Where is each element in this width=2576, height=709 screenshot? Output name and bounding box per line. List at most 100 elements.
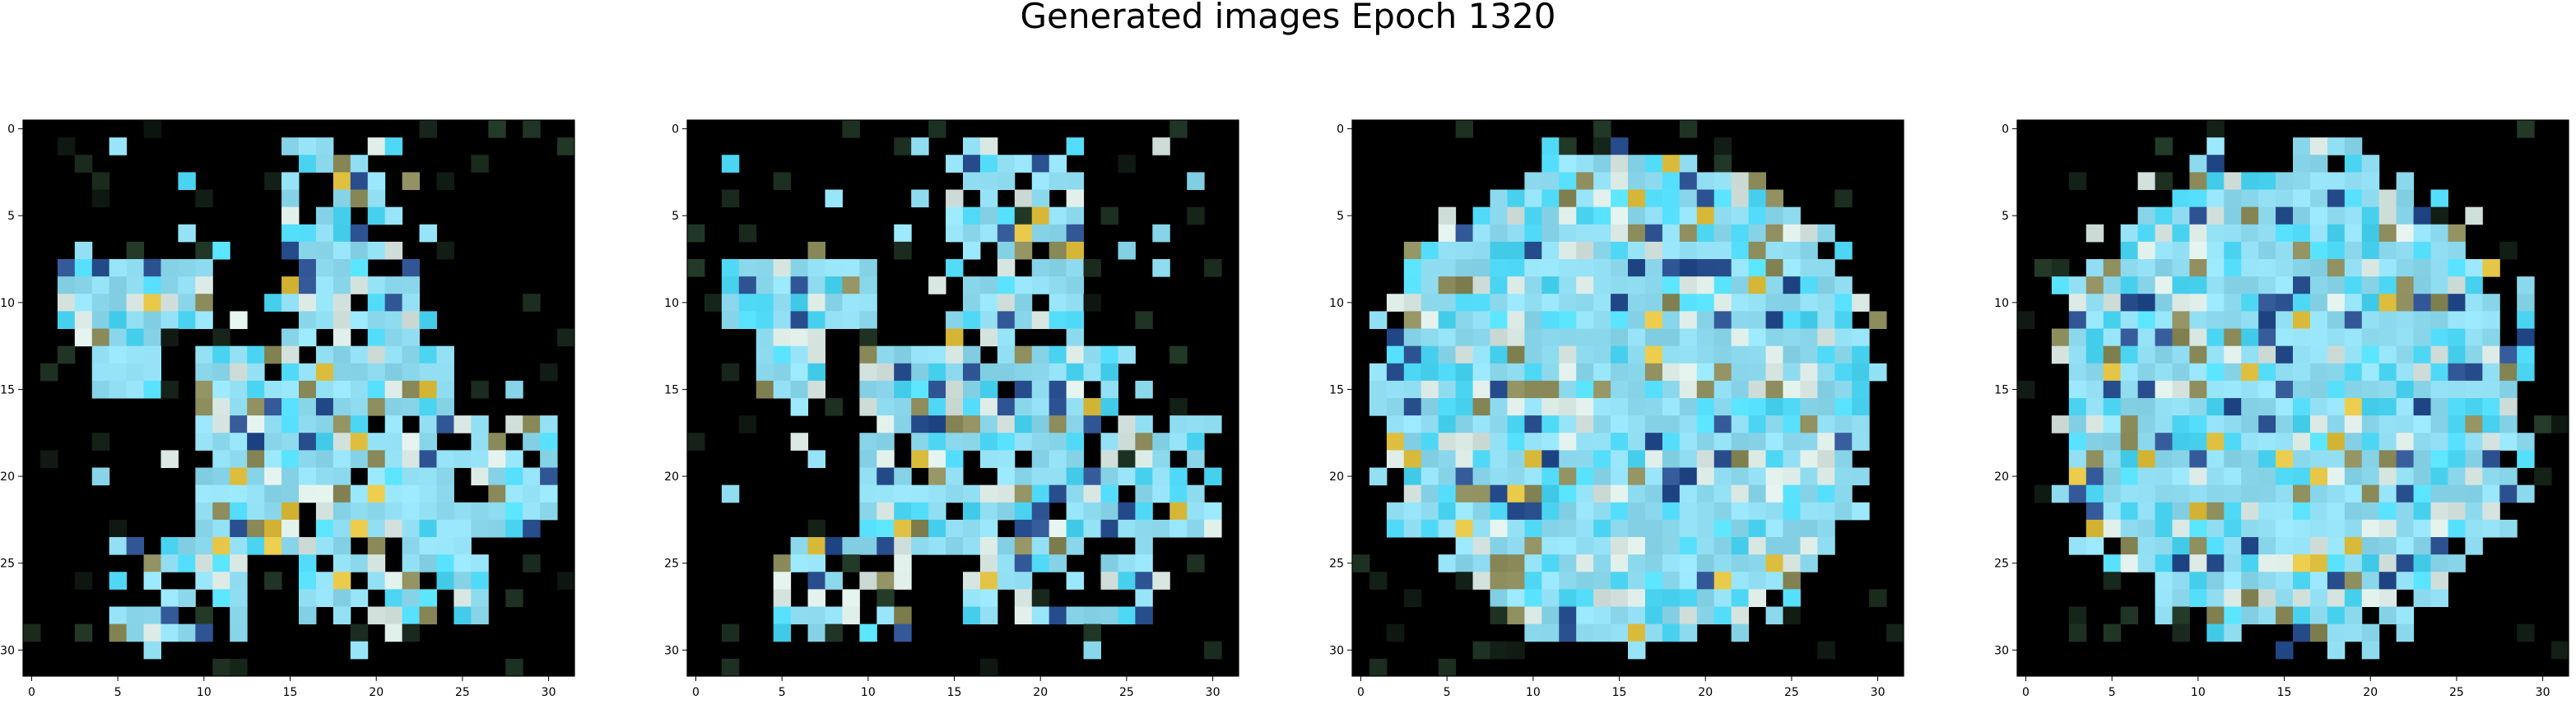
pixel xyxy=(109,294,128,312)
pixel xyxy=(1765,380,1783,399)
pixel xyxy=(540,363,558,382)
pixel xyxy=(2155,380,2173,399)
pixel xyxy=(2276,433,2294,451)
pixel xyxy=(2293,519,2311,538)
pixel xyxy=(2085,294,2104,312)
pixel xyxy=(2378,502,2397,521)
pixel xyxy=(1169,519,1188,538)
pixel xyxy=(859,467,877,486)
pixel xyxy=(1472,502,1490,521)
pixel xyxy=(1628,537,1646,555)
pixel xyxy=(1421,380,1439,399)
pixel xyxy=(453,415,472,433)
pixel xyxy=(1135,380,1153,399)
pixel xyxy=(2103,259,2122,277)
pixel xyxy=(1204,415,1222,433)
pixel xyxy=(1731,554,1750,572)
pixel xyxy=(2344,345,2363,364)
pixel xyxy=(281,537,300,555)
pixel xyxy=(1713,137,1732,155)
pixel xyxy=(2344,172,2363,191)
pixel xyxy=(195,294,213,312)
pixel xyxy=(1472,328,1490,347)
pixel xyxy=(1541,537,1560,555)
pixel xyxy=(2258,172,2276,191)
y-tick-label: 0 xyxy=(2002,123,2009,137)
pixel xyxy=(1135,537,1153,555)
pixel xyxy=(2378,589,2397,608)
pixel xyxy=(488,433,506,451)
pixel xyxy=(1031,433,1050,451)
pixel xyxy=(1014,276,1033,294)
pixel xyxy=(2155,554,2173,572)
pixel xyxy=(1748,241,1766,260)
pixel xyxy=(1765,398,1783,416)
pixel xyxy=(367,380,386,399)
pixel xyxy=(1559,554,1577,572)
pixel xyxy=(2499,519,2518,538)
pixel xyxy=(2224,554,2242,572)
pixel xyxy=(1611,623,1629,642)
pixel xyxy=(540,450,558,469)
pixel xyxy=(1696,224,1715,243)
pixel xyxy=(1679,276,1698,294)
figure-title: Generated images Epoch 1320 xyxy=(1020,0,1556,36)
pixel xyxy=(1713,519,1732,538)
pixel xyxy=(2430,294,2448,312)
pixel xyxy=(979,572,998,590)
pixel xyxy=(1644,206,1663,225)
pixel xyxy=(1731,189,1750,208)
pixel xyxy=(1403,276,1422,294)
pixel xyxy=(178,623,196,642)
pixel xyxy=(1679,467,1698,486)
pixel xyxy=(2155,345,2173,364)
pixel xyxy=(1644,155,1663,173)
pixel xyxy=(911,519,929,538)
pixel xyxy=(1386,345,1405,364)
pixel xyxy=(1507,189,1525,208)
pixel xyxy=(1644,398,1663,416)
pixel xyxy=(773,363,792,382)
pixel xyxy=(1713,450,1732,469)
pixel xyxy=(1031,484,1050,503)
pixel xyxy=(1118,554,1136,572)
pixel xyxy=(2155,328,2173,347)
pixel xyxy=(1713,311,1732,330)
pixel xyxy=(471,467,489,486)
pixel xyxy=(2189,415,2207,433)
pixel xyxy=(2309,433,2328,451)
pixel xyxy=(523,519,541,538)
pixel xyxy=(1031,606,1050,625)
pixel xyxy=(2396,241,2415,260)
pixel xyxy=(1490,606,1508,625)
pixel xyxy=(1438,259,1457,277)
pixel xyxy=(773,345,792,364)
pixel xyxy=(2172,572,2190,590)
pixel xyxy=(264,380,282,399)
pixel xyxy=(2413,345,2431,364)
pixel xyxy=(350,172,369,191)
pixel xyxy=(2206,276,2225,294)
pixel xyxy=(2344,259,2363,277)
pixel xyxy=(1438,206,1457,225)
pixel xyxy=(1611,467,1629,486)
pixel xyxy=(1135,467,1153,486)
pixel xyxy=(367,433,386,451)
pixel xyxy=(230,415,248,433)
pixel xyxy=(2396,450,2415,469)
pixel xyxy=(1800,450,1818,469)
pixel xyxy=(1507,276,1525,294)
y-tick-label: 20 xyxy=(1329,470,1344,484)
pixel xyxy=(2482,467,2500,486)
pixel xyxy=(2293,537,2311,555)
pixel xyxy=(1817,380,1835,399)
pixel xyxy=(1438,502,1457,521)
pixel xyxy=(212,502,230,521)
pixel xyxy=(1783,398,1801,416)
pixel xyxy=(1083,606,1101,625)
pixel xyxy=(2361,276,2380,294)
pixel xyxy=(1135,572,1153,590)
pixel xyxy=(1204,641,1222,660)
y-tick-label: 25 xyxy=(0,558,15,571)
